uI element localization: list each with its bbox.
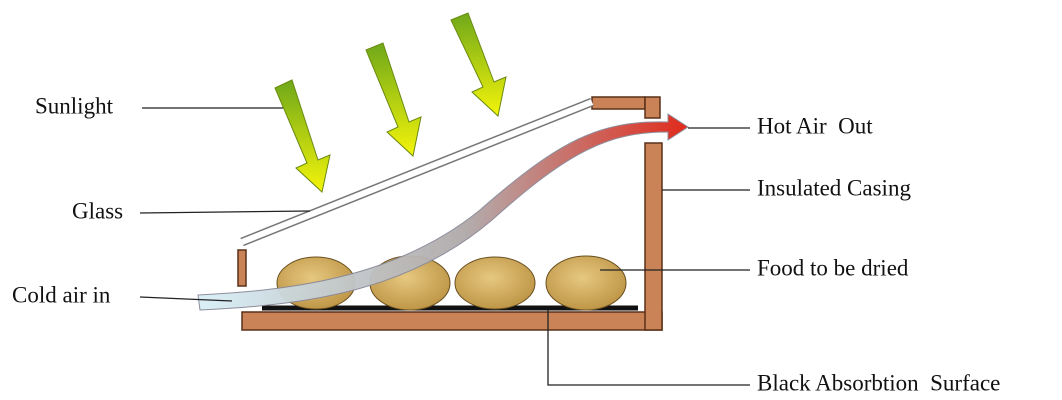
label: Black Absorbtion Surface: [757, 370, 1000, 395]
leaders: [139, 107, 750, 386]
casing: [237, 96, 663, 331]
sun-arrows: [274, 12, 507, 193]
air-flow: [197, 113, 689, 311]
label: Cold air in: [12, 282, 111, 307]
label: Food to be dried: [757, 255, 909, 280]
label: Glass: [72, 198, 123, 223]
label: Insulated Casing: [757, 175, 911, 200]
label: Sunlight: [35, 93, 114, 118]
glass-inner: [240, 99, 594, 245]
label: Hot Air Out: [757, 113, 873, 138]
